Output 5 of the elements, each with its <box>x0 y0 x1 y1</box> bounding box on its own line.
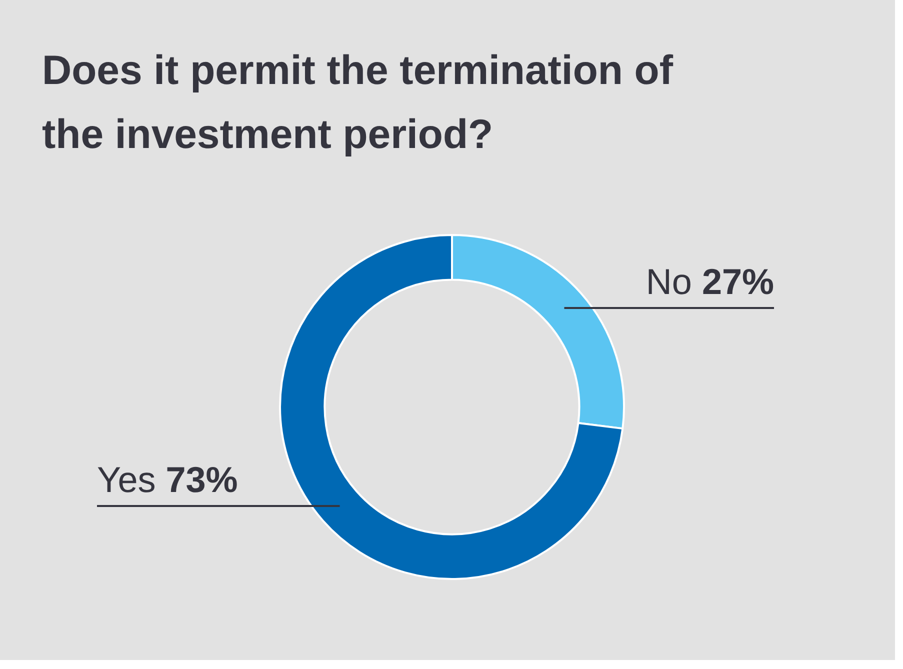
chart-title: Does it permit the termination of the investment period? <box>42 46 674 159</box>
data-label: 27% <box>702 261 774 302</box>
slice-label: Yes <box>97 458 166 500</box>
slice-label: No <box>646 261 702 302</box>
data-label: 73% <box>166 458 238 500</box>
